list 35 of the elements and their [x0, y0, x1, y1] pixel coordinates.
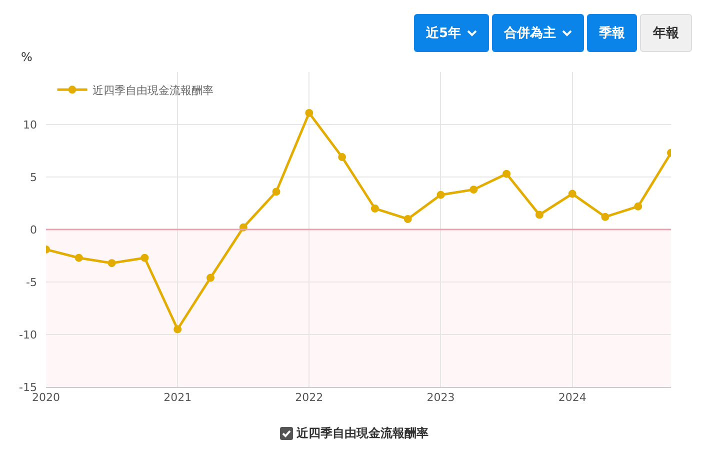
- point: [272, 188, 280, 196]
- point: [502, 170, 511, 178]
- point: [634, 202, 642, 210]
- dropdown: 近5年: [414, 14, 489, 52]
- y-tick-label: -15: [19, 380, 37, 394]
- button: 年報: [640, 14, 692, 52]
- point: [206, 274, 214, 282]
- y-tick-label: 0: [30, 223, 37, 236]
- x-tick-label: 2020: [32, 391, 60, 404]
- dropdown: 合併為主: [492, 14, 584, 52]
- point: [140, 254, 149, 262]
- point: [74, 254, 83, 262]
- x-tick-label: 2021: [164, 391, 192, 404]
- text: 近四季自由現金流報酬率: [296, 426, 428, 440]
- x-tick-label: 2024: [558, 391, 586, 404]
- point: [535, 210, 544, 219]
- x-tick-label: 2022: [295, 391, 324, 404]
- point: [404, 215, 412, 223]
- point: [174, 325, 182, 334]
- legend-label: 近四季自由現金流報酬率: [92, 84, 214, 97]
- point: [108, 259, 116, 268]
- y-tick-label: 10: [23, 118, 37, 132]
- y-tick-label: -5: [26, 276, 37, 289]
- point: [568, 190, 576, 198]
- point: [436, 190, 445, 199]
- y-tick-label: -10: [19, 328, 37, 342]
- button: 季報: [587, 14, 637, 52]
- point: [470, 186, 478, 194]
- y-tick-label: 5: [30, 170, 37, 184]
- point: [370, 204, 379, 212]
- point: [305, 108, 314, 117]
- point: [601, 212, 610, 221]
- x-tick-label: 2023: [426, 391, 455, 404]
- y-axis-title: %: [21, 50, 32, 64]
- point: [338, 153, 346, 162]
